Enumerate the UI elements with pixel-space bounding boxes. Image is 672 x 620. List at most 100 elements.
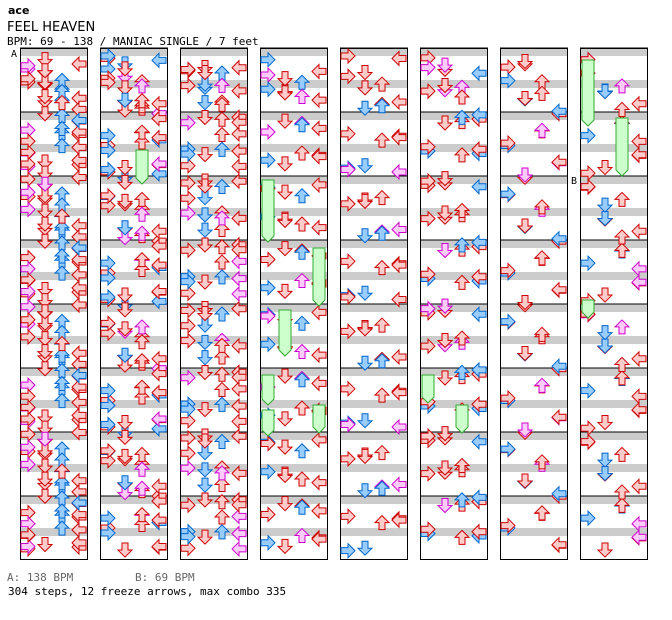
beat-band (20, 304, 88, 312)
step-arrow (340, 161, 356, 178)
step-arrow (71, 112, 87, 129)
step-arrow (500, 517, 516, 534)
step-arrow (36, 154, 54, 170)
beat-band (20, 48, 88, 56)
step-arrow (180, 459, 196, 477)
step-arrow (391, 163, 407, 181)
step-arrow (276, 496, 294, 512)
step-arrow (231, 142, 247, 160)
step-arrow (373, 259, 391, 276)
step-arrow (213, 337, 231, 353)
step-arrow (391, 256, 407, 274)
step-arrow (436, 57, 454, 73)
beat-band (500, 112, 568, 120)
step-arrow (293, 88, 311, 104)
step-arrow (533, 85, 551, 101)
beat-band (100, 432, 168, 440)
step-arrow (276, 368, 294, 384)
step-arrow (100, 509, 116, 527)
step-arrow (231, 173, 247, 190)
step-arrow (213, 381, 231, 398)
beat-band (260, 464, 328, 472)
step-arrow (151, 350, 167, 368)
beat-band (420, 240, 488, 248)
step-arrow (436, 115, 454, 131)
beat-band (100, 336, 168, 344)
beat-band (100, 144, 168, 152)
step-arrow (36, 458, 54, 474)
step-arrow (180, 302, 196, 319)
beat-band (180, 240, 248, 248)
step-arrow (293, 117, 311, 133)
beat-band (340, 176, 408, 184)
step-arrow (356, 100, 374, 116)
step-arrow (213, 509, 231, 525)
step-arrow (196, 178, 214, 194)
step-arrow (53, 520, 71, 536)
step-arrow (196, 402, 214, 418)
step-arrow (356, 80, 374, 96)
step-arrow (613, 497, 631, 513)
beat-band (420, 368, 488, 376)
beat-band (500, 464, 568, 472)
beat-band (500, 528, 568, 536)
step-arrow (596, 325, 614, 341)
step-arrow (293, 216, 311, 232)
step-arrow (516, 218, 534, 234)
step-arrow (133, 461, 151, 477)
step-arrow (116, 92, 134, 109)
beat-band (340, 48, 408, 56)
beat-band (180, 144, 248, 152)
beat-band (180, 400, 248, 408)
step-arrow (100, 47, 116, 65)
beat-band (500, 48, 568, 56)
step-arrow (391, 221, 407, 238)
step-arrow (293, 471, 311, 487)
beat-band (340, 304, 408, 312)
step-arrow (71, 152, 87, 169)
step-arrow (436, 460, 454, 476)
step-arrow (276, 212, 294, 229)
step-arrow (311, 63, 327, 80)
step-arrow (196, 274, 214, 290)
step-arrow (613, 484, 631, 500)
step-arrow (151, 155, 167, 173)
step-arrow (100, 382, 116, 399)
beat-band (420, 336, 488, 344)
step-arrow (180, 114, 196, 131)
beat-band (340, 336, 408, 344)
beat-band (340, 400, 408, 408)
step-arrow (391, 93, 407, 111)
step-arrow (71, 296, 87, 314)
step-arrow (53, 265, 71, 281)
step-arrow (500, 389, 516, 407)
step-arrow (231, 525, 247, 542)
beat-band (180, 80, 248, 88)
step-arrow (53, 248, 71, 264)
step-arrow (151, 538, 167, 555)
beat-band (340, 368, 408, 376)
step-arrow (471, 396, 487, 413)
step-arrow (373, 387, 391, 403)
beat-band (340, 240, 408, 248)
beat-band (100, 368, 168, 376)
step-arrow (53, 137, 71, 154)
step-arrow (116, 80, 134, 96)
step-arrow (311, 91, 327, 109)
step-arrow (516, 90, 534, 107)
step-arrow (453, 237, 471, 253)
step-arrow (276, 85, 294, 101)
step-arrow (71, 279, 87, 297)
step-arrow (340, 195, 356, 213)
step-arrow (213, 77, 231, 93)
step-arrow (36, 89, 54, 105)
step-arrow (391, 418, 407, 436)
step-arrow (533, 122, 551, 138)
beat-band (180, 112, 248, 120)
step-arrow (471, 234, 487, 251)
beat-band (260, 400, 328, 408)
step-arrow (500, 185, 516, 203)
step-arrow (453, 330, 471, 346)
step-arrow (100, 524, 116, 542)
freeze-arrow (278, 309, 292, 357)
